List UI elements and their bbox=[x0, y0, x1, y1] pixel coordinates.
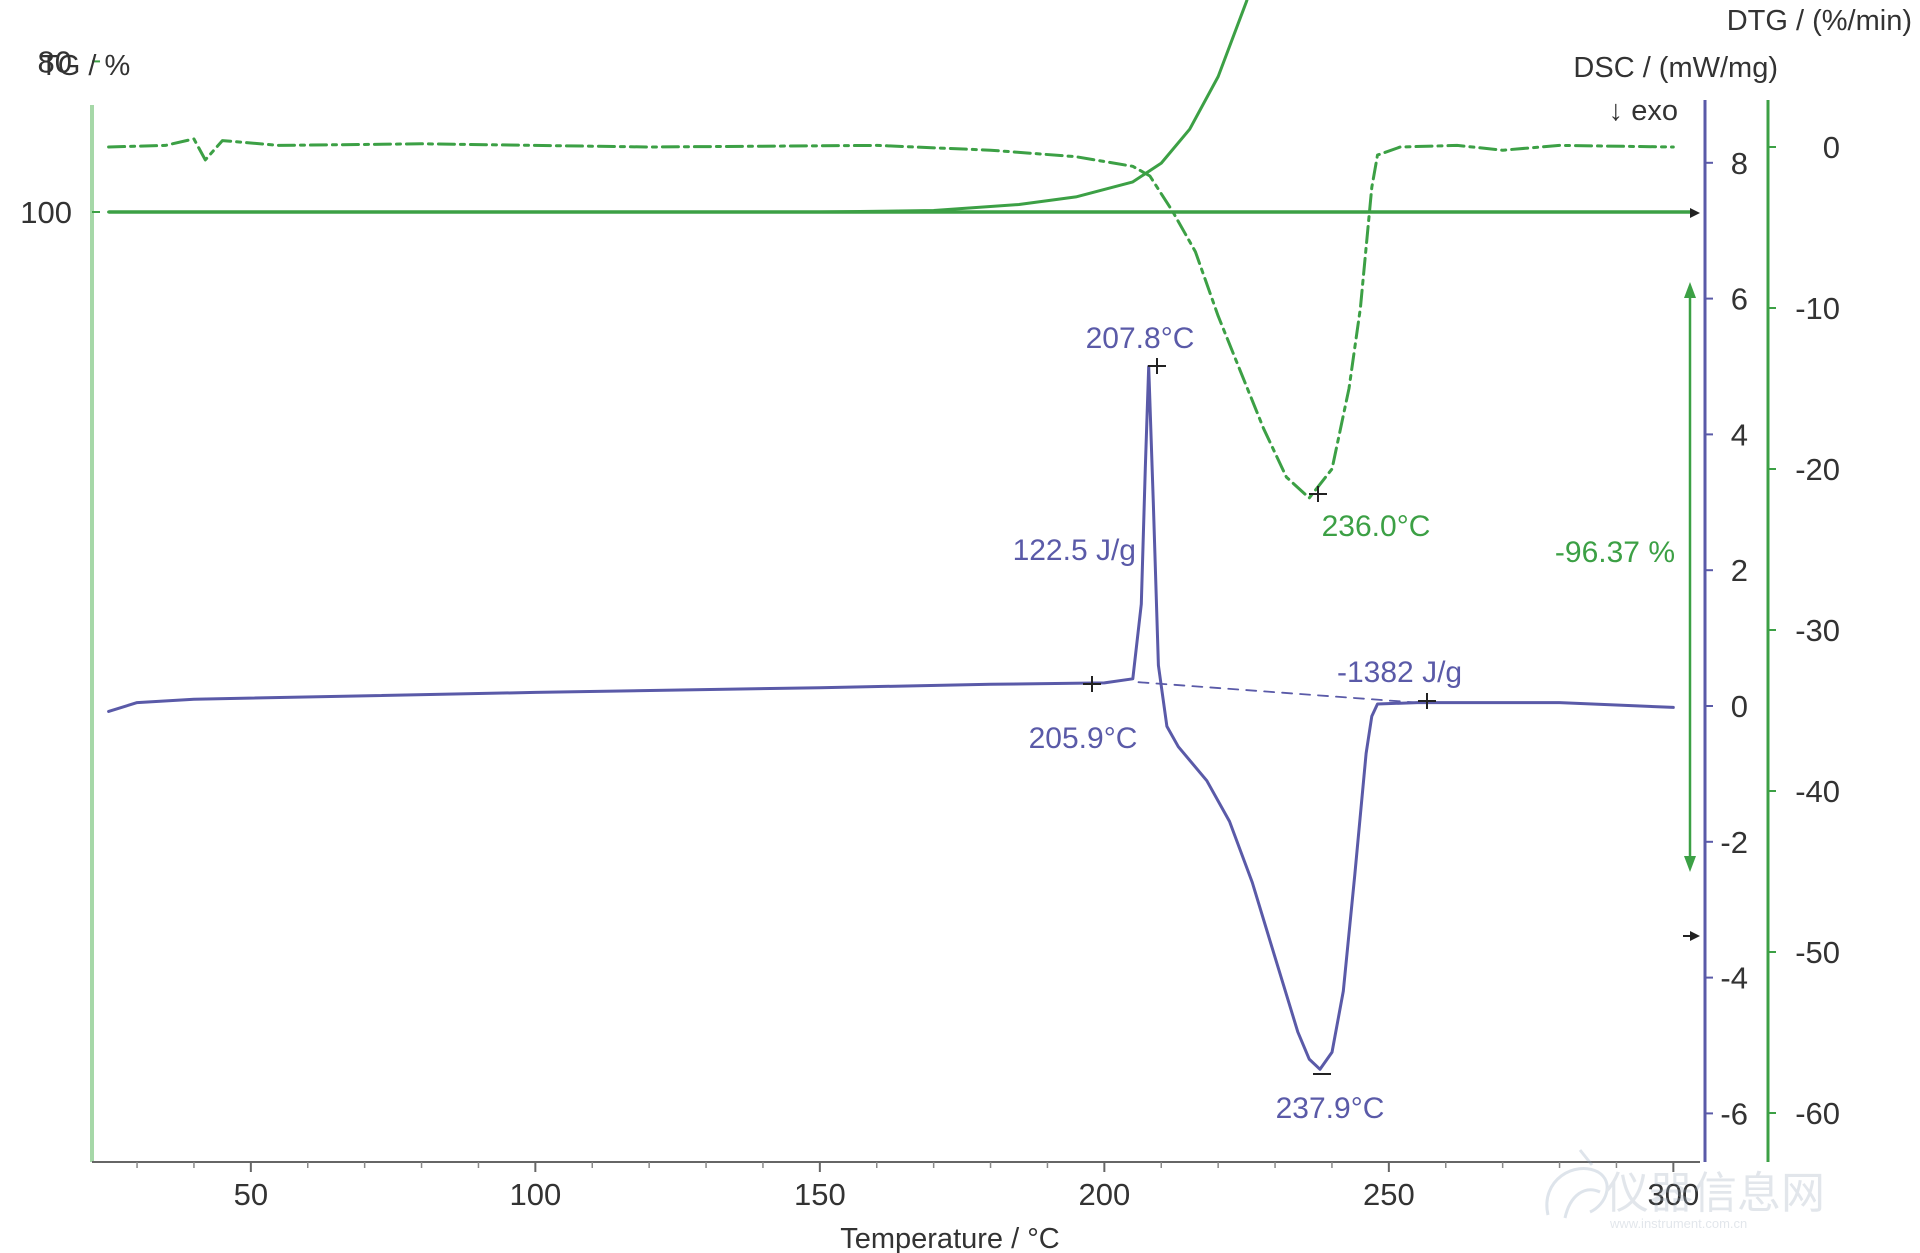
watermark-text: 仪器信息网 bbox=[1605, 1169, 1825, 1218]
x-tick-label: 100 bbox=[509, 1177, 561, 1212]
dsc-exo-peak-temp-label: 237.9°C bbox=[1276, 1092, 1385, 1125]
dsc-curve bbox=[107, 365, 1675, 1071]
dsc-tick-label: 8 bbox=[1731, 146, 1748, 181]
dtg-tick-label: -30 bbox=[1795, 613, 1840, 648]
tg-tick-label: 80 bbox=[38, 44, 72, 79]
dtg-axis-title: DTG / (%/min) bbox=[1727, 5, 1912, 37]
dsc-tick-label: 4 bbox=[1731, 417, 1748, 452]
x-tick-label: 150 bbox=[794, 1177, 846, 1212]
dtg-tick-label: -10 bbox=[1795, 291, 1840, 326]
dsc-onset-temp-label: 205.9°C bbox=[1029, 722, 1138, 755]
tg-mass-change-label: -96.37 % bbox=[1555, 536, 1675, 569]
watermark: 仪器信息网 www.instrument.com.cn bbox=[1545, 1149, 1825, 1231]
dsc-axis-title: DSC / (mW/mg) bbox=[1573, 52, 1778, 84]
dtg-peak-temp-label: 236.0°C bbox=[1322, 510, 1431, 543]
x-tick-label: 200 bbox=[1078, 1177, 1130, 1212]
tg-axis-title: TG / % bbox=[40, 50, 130, 82]
dsc-tick-label: -2 bbox=[1720, 825, 1748, 860]
x-axis-title: Temperature / °C bbox=[840, 1223, 1060, 1253]
exo-direction-label: ↓ exo bbox=[1609, 95, 1678, 127]
dsc-peak-temp-label: 207.8°C bbox=[1086, 322, 1195, 355]
mass-change-arrow bbox=[1684, 282, 1696, 872]
dsc-tick-label: 6 bbox=[1731, 282, 1748, 317]
dsc-exo-enthalpy-label: -1382 J/g bbox=[1337, 656, 1462, 689]
tg-tick-label: 100 bbox=[20, 195, 72, 230]
data-curves bbox=[107, 0, 1690, 1071]
dtg-curve bbox=[107, 137, 1675, 500]
axis-tick-labels: 50100150200250300-20020406080100-6-4-202… bbox=[20, 44, 1840, 1212]
x-tick-label: 50 bbox=[234, 1177, 268, 1212]
peak-markers bbox=[1083, 208, 1700, 1075]
dtg-tick-label: -40 bbox=[1795, 774, 1840, 809]
x-tick-label: 250 bbox=[1363, 1177, 1415, 1212]
tg-curve bbox=[107, 0, 1249, 214]
dsc-tick-label: -6 bbox=[1720, 1096, 1748, 1131]
x-tick-label: 300 bbox=[1647, 1177, 1699, 1212]
dtg-tick-label: -60 bbox=[1795, 1096, 1840, 1131]
axis-ticks bbox=[92, 60, 1776, 1172]
dsc-tick-label: 2 bbox=[1731, 553, 1748, 588]
dtg-tick-label: -20 bbox=[1795, 452, 1840, 487]
watermark-url: www.instrument.com.cn bbox=[1609, 1216, 1747, 1231]
dsc-endo-enthalpy-label: 122.5 J/g bbox=[1013, 534, 1136, 567]
dtg-tick-label: -50 bbox=[1795, 935, 1840, 970]
dtg-tick-label: 0 bbox=[1823, 130, 1840, 165]
watermark-logo-icon bbox=[1545, 1149, 1609, 1219]
dsc-tick-label: -4 bbox=[1720, 961, 1748, 996]
dsc-baseline bbox=[1137, 681, 1419, 704]
dsc-tick-label: 0 bbox=[1731, 689, 1748, 724]
